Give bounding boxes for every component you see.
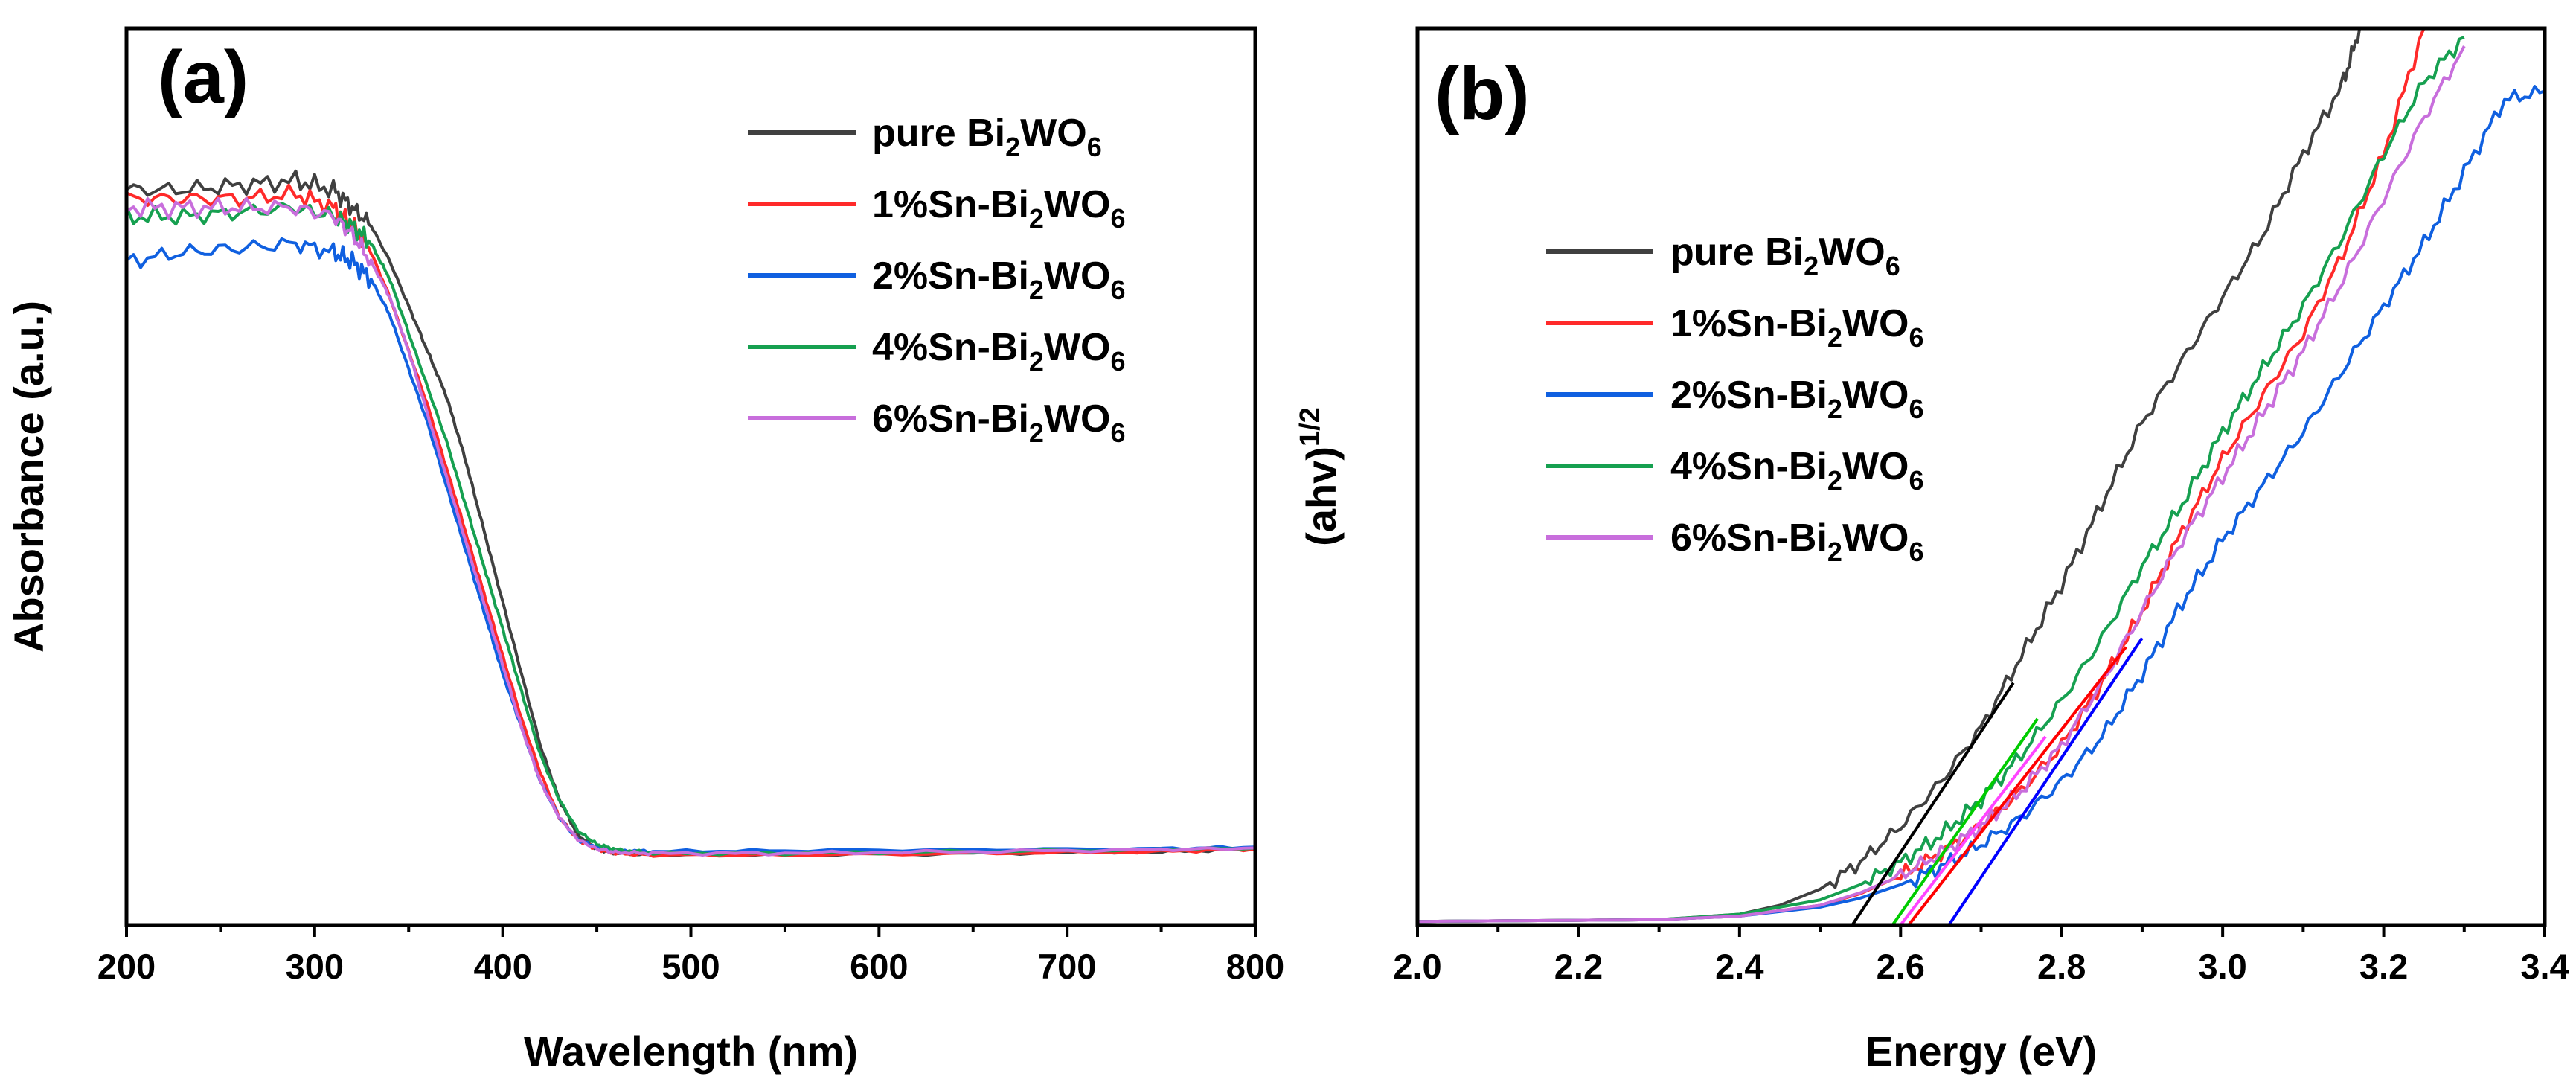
x-tick-label: 3.2: [2359, 947, 2408, 986]
series-line: [1417, 85, 2545, 924]
legend-label: pure Bi2WO6: [1670, 231, 1900, 281]
plot-frame: [1415, 26, 2547, 927]
tangent-line: [1907, 646, 2127, 927]
legend-label: pure Bi2WO6: [872, 112, 1102, 162]
legend: pure Bi2WO6 1%Sn-Bi2WO6 2%Sn-Bi2WO6 4%Sn-Bi…: [748, 112, 1126, 448]
series-line: [126, 183, 1255, 858]
x-tick-label: 2.0: [1393, 947, 1441, 986]
x-tick-label: 3.0: [2198, 947, 2246, 986]
x-tick-label: 700: [1038, 947, 1096, 986]
legend-label: 4%Sn-Bi2WO6: [872, 326, 1126, 377]
x-axis-title: Wavelength (nm): [524, 1028, 858, 1075]
x-axis-title: Energy (eV): [1865, 1028, 2097, 1075]
y-axis-title: Absorbance (a.u.): [5, 301, 52, 653]
tangent-line: [1891, 717, 2039, 927]
series-line: [1417, 45, 2466, 924]
x-tick-label: 800: [1226, 947, 1284, 986]
legend: pure Bi2WO6 1%Sn-Bi2WO6 2%Sn-Bi2WO6 4%Sn-Bi…: [1546, 231, 1924, 567]
panel-label: (b): [1435, 52, 1530, 135]
legend-label: 1%Sn-Bi2WO6: [872, 183, 1126, 234]
x-tick-label: 600: [850, 947, 908, 986]
legend-label: 4%Sn-Bi2WO6: [1670, 445, 1924, 496]
tangent-line: [1899, 735, 2047, 927]
x-tick-label: 2.8: [2037, 947, 2086, 986]
y-axis-title: (ahv)1/2: [1295, 407, 1345, 546]
series-line: [1417, 28, 2362, 924]
plot-frame: [124, 26, 1257, 927]
panel-a: 200 300 400 500 600 700 800 Wavelength (nm) Abso…: [5, 26, 1284, 1075]
x-tick-label: 200: [97, 947, 156, 986]
series-line: [126, 202, 1255, 857]
x-tick-label: 400: [473, 947, 531, 986]
panel-label: (a): [158, 36, 249, 119]
x-tick-label: 2.2: [1554, 947, 1603, 986]
x-tick-label: 500: [661, 947, 720, 986]
x-tick-label: 2.6: [1877, 947, 1925, 986]
x-tick-label: 300: [286, 947, 344, 986]
tangent-line: [1851, 682, 2015, 927]
legend-label: 2%Sn-Bi2WO6: [1670, 374, 1924, 424]
x-tick-label: 2.4: [1715, 947, 1763, 986]
series-line: [126, 196, 1255, 857]
legend-label: 1%Sn-Bi2WO6: [1670, 302, 1924, 353]
legend-label: 2%Sn-Bi2WO6: [872, 255, 1126, 305]
x-tick-label: 3.4: [2520, 947, 2569, 986]
legend-label: 6%Sn-Bi2WO6: [872, 397, 1126, 448]
legend-label: 6%Sn-Bi2WO6: [1670, 516, 1924, 567]
tangent-line: [1947, 637, 2144, 927]
series-line: [1417, 36, 2465, 924]
panel-b: 2.0 2.2 2.4 2.6 2.8 3.0 3.2 3.4 Energy (eV) (ahv)…: [1295, 26, 2569, 1075]
